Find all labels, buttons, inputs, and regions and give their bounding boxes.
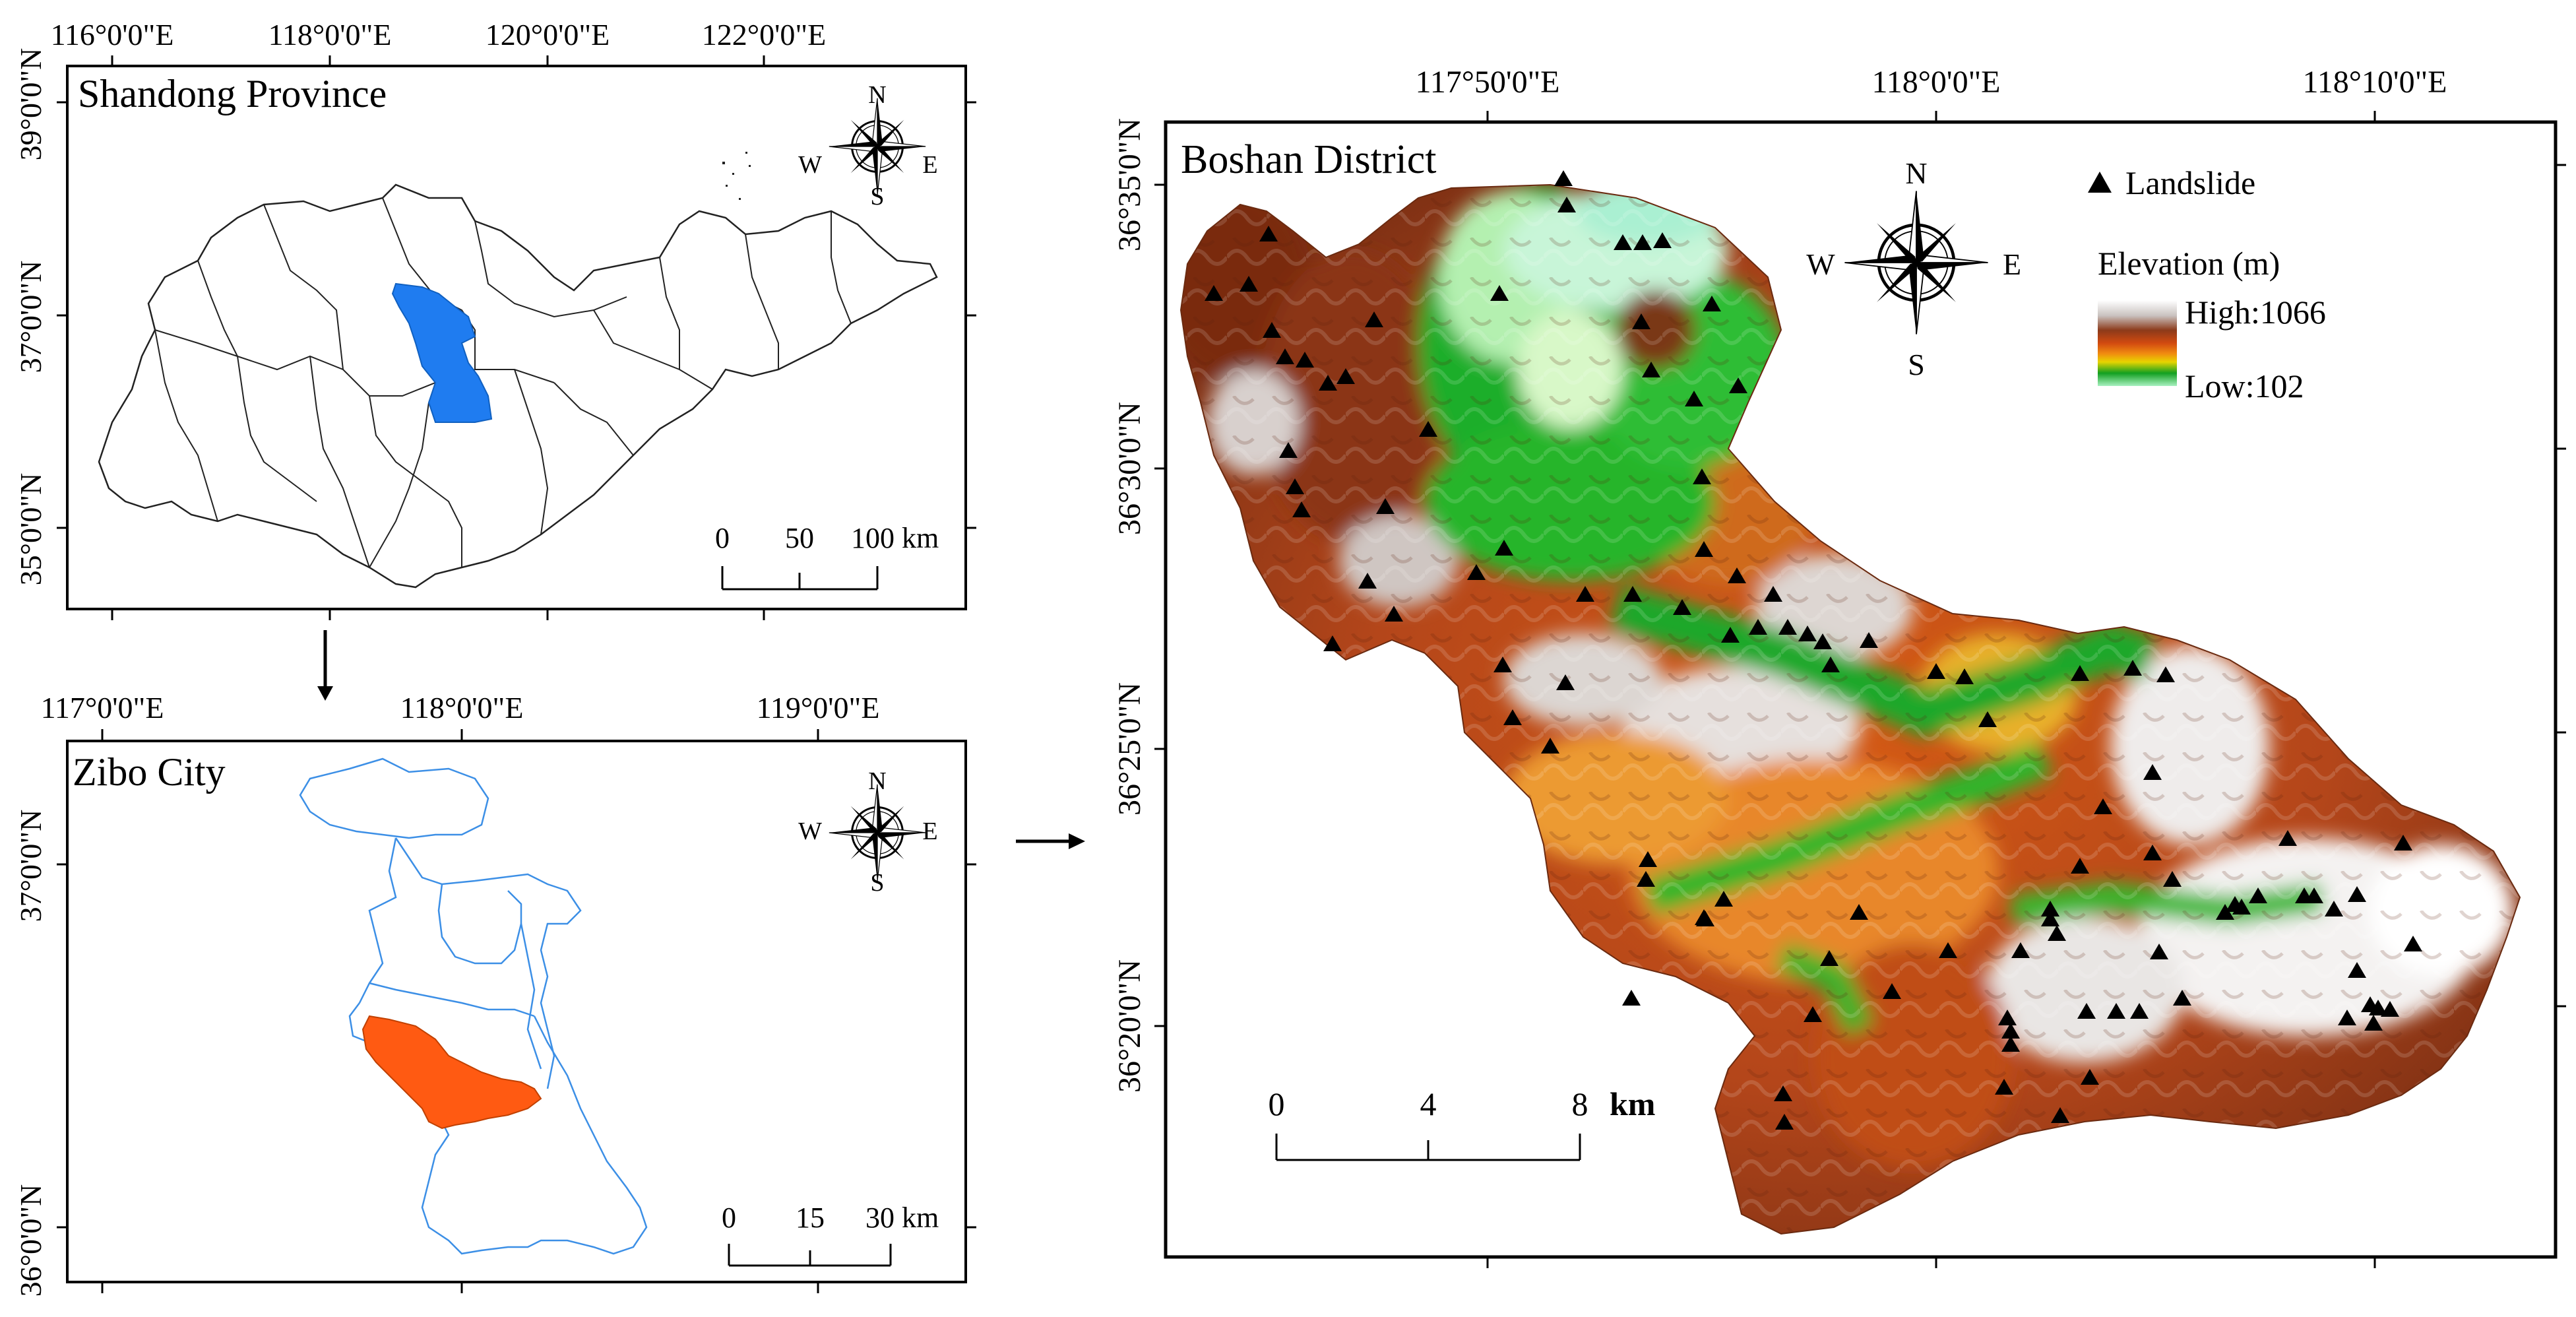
landslide-markers — [1205, 170, 2422, 1130]
shandong-panel: 116°0'0"E 118°0'0"E 120°0'0"E 122°0'0"E … — [14, 18, 976, 620]
arrow-right — [1016, 833, 1085, 849]
zibo-highlight-area — [391, 282, 493, 423]
boshan-lat-tick-label: 36°25'0"N — [1112, 682, 1147, 816]
shandong-islands — [722, 152, 751, 200]
shandong-compass-s: S — [870, 183, 884, 210]
boshan-compass-n: N — [1905, 156, 1927, 190]
boshan-scale-label: 8 — [1572, 1085, 1588, 1122]
boshan-compass-s: S — [1908, 348, 1925, 381]
boshan-lat-tick-label: 36°20'0"N — [1112, 959, 1147, 1093]
boshan-panel: 117°50'0"E 118°0'0"E 118°10'0"E 36°35'0"… — [1112, 65, 2566, 1268]
zibo-scale-label: 0 — [722, 1202, 736, 1234]
shandong-lon-tick-label: 118°0'0"E — [268, 18, 392, 51]
shandong-scale-label: 0 — [715, 522, 730, 554]
shandong-scale-label: 50 — [785, 522, 814, 554]
shandong-scale-bar — [721, 566, 879, 591]
shandong-compass-n: N — [868, 81, 886, 109]
zibo-compass-e: E — [922, 818, 937, 845]
legend-low-label: Low:102 — [2185, 368, 2304, 404]
shandong-lat-tick-label: 35°0'0"N — [14, 473, 47, 586]
boshan-scale-unit: km — [1610, 1085, 1655, 1122]
boshan-lon-tick-label: 118°10'0"E — [2303, 65, 2447, 100]
boshan-lat-tick-label: 36°35'0"N — [1112, 118, 1147, 251]
shandong-lat-tick-label: 39°0'0"N — [14, 48, 47, 161]
zibo-lon-tick-label: 118°0'0"E — [400, 691, 524, 724]
legend-elevation-ramp — [2098, 300, 2177, 386]
zibo-scale-label: 30 km — [865, 1202, 939, 1234]
zibo-lon-tick-label: 119°0'0"E — [757, 691, 880, 724]
boshan-lat-tick-label: 36°30'0"N — [1112, 402, 1147, 535]
zibo-compass-s: S — [870, 869, 884, 897]
boshan-scale-label: 0 — [1269, 1085, 1285, 1122]
zibo-lon-tick-label: 117°0'0"E — [41, 691, 164, 724]
arrow-down — [317, 630, 333, 701]
zibo-lon-ticks — [57, 729, 976, 1293]
zibo-lat-tick-label: 37°0'0"N — [14, 810, 47, 922]
shandong-prefecture-boundaries — [154, 197, 852, 568]
boshan-scale-bar — [1275, 1134, 1581, 1161]
zibo-scale-bar — [728, 1244, 892, 1267]
shandong-lon-tick-label: 120°0'0"E — [486, 18, 610, 51]
zibo-compass-n: N — [868, 767, 886, 795]
boshan-scale-label: 4 — [1420, 1085, 1437, 1122]
boshan-compass-e: E — [2003, 247, 2021, 281]
shandong-lat-tick-label: 37°0'0"N — [14, 261, 47, 373]
zibo-title: Zibo City — [73, 750, 226, 794]
boshan-highlight-area — [361, 1015, 542, 1130]
zibo-panel: 117°0'0"E 118°0'0"E 119°0'0"E 37°0'0"N 3… — [14, 691, 976, 1297]
shandong-lon-tick-label: 116°0'0"E — [51, 18, 174, 51]
boshan-elevation-raster — [1181, 185, 2520, 1234]
zibo-scale-label: 15 — [796, 1202, 825, 1234]
legend-landslide-symbol — [2088, 172, 2112, 193]
shandong-compass-w: W — [798, 151, 822, 179]
shandong-lon-ticks — [57, 55, 976, 620]
shandong-province-outline — [98, 183, 938, 589]
boshan-lon-tick-label: 117°50'0"E — [1416, 65, 1560, 100]
shandong-scale-label: 100 km — [851, 522, 939, 554]
shandong-compass-e: E — [922, 151, 937, 179]
shandong-title: Shandong Province — [78, 72, 387, 115]
boshan-lon-tick-label: 118°0'0"E — [1872, 65, 2001, 100]
boshan-ticks — [1154, 111, 2566, 1268]
boshan-title: Boshan District — [1181, 137, 1436, 182]
zibo-county-boundaries — [299, 757, 648, 1255]
legend-landslide-label: Landslide — [2125, 164, 2255, 201]
zibo-frame — [66, 740, 967, 1283]
legend-high-label: High:1066 — [2185, 294, 2326, 331]
boshan-compass-w: W — [1806, 247, 1835, 281]
legend-elevation-title: Elevation (m) — [2098, 245, 2280, 282]
zibo-compass-w: W — [798, 818, 822, 845]
shandong-lon-tick-label: 122°0'0"E — [702, 18, 827, 51]
zibo-lat-tick-label: 36°0'0"N — [14, 1184, 47, 1297]
